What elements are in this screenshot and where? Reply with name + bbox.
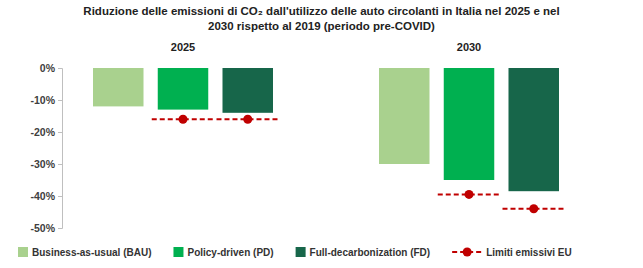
- legend-marker: [463, 248, 472, 257]
- x-tick: 2025: [171, 41, 195, 53]
- y-tick-mark: [58, 164, 62, 165]
- limit-marker: [529, 204, 538, 213]
- y-tick: -10%: [30, 94, 62, 106]
- legend-swatch: [296, 247, 306, 257]
- y-tick: -30%: [30, 158, 62, 170]
- legend-label: Full-decarbonization (FD): [310, 247, 431, 258]
- legend-label: Limiti emissivi EU: [486, 247, 572, 258]
- bar: [158, 68, 209, 110]
- y-tick: -50%: [30, 222, 62, 234]
- limit-marker: [179, 115, 188, 124]
- y-tick: -40%: [30, 190, 62, 202]
- legend-swatch: [18, 247, 28, 257]
- legend-swatch: [173, 247, 183, 257]
- y-tick: 0%: [40, 62, 62, 74]
- y-tick-mark: [58, 196, 62, 197]
- x-tick-label: 2030: [457, 41, 481, 53]
- legend-item: Business-as-usual (BAU): [18, 247, 151, 258]
- legend-item: Limiti emissivi EU: [452, 247, 572, 258]
- x-tick: 2030: [457, 41, 481, 53]
- legend: Business-as-usual (BAU) Policy-driven (PD…: [18, 247, 572, 258]
- y-tick-label: -40%: [30, 190, 55, 202]
- bar: [508, 68, 559, 191]
- legend-label: Policy-driven (PD): [187, 247, 273, 258]
- plot-area: [93, 68, 565, 213]
- bar: [93, 68, 144, 106]
- bar: [379, 68, 430, 164]
- bar: [222, 68, 273, 113]
- y-tick-mark: [58, 132, 62, 133]
- chart: Riduzione delle emissioni di CO₂ dall'ut…: [0, 0, 643, 268]
- x-axis: 2025 2030: [171, 41, 481, 53]
- y-tick-label: -10%: [30, 94, 55, 106]
- legend-item: Full-decarbonization (FD): [296, 247, 431, 258]
- y-axis: 0% -10% -20% -30% -40% -50%: [30, 62, 62, 234]
- legend-item: Policy-driven (PD): [173, 247, 273, 258]
- limit-marker: [465, 190, 474, 199]
- x-tick-label: 2025: [171, 41, 195, 53]
- y-axis-line: [58, 69, 63, 229]
- y-tick-label: -30%: [30, 158, 55, 170]
- y-tick-label: 0%: [40, 62, 56, 74]
- legend-label: Business-as-usual (BAU): [32, 247, 151, 258]
- y-tick-mark: [58, 68, 62, 69]
- bar: [444, 68, 495, 180]
- title: 2030 rispetto al 2019 (periodo pre-COVID…: [208, 20, 435, 32]
- title: Riduzione delle emissioni di CO₂ dall'ut…: [83, 5, 559, 17]
- y-tick-mark: [58, 228, 62, 229]
- y-tick: -20%: [30, 126, 62, 138]
- limit-marker: [243, 115, 252, 124]
- y-tick-label: -20%: [30, 126, 55, 138]
- y-tick-mark: [58, 100, 62, 101]
- y-tick-label: -50%: [30, 222, 55, 234]
